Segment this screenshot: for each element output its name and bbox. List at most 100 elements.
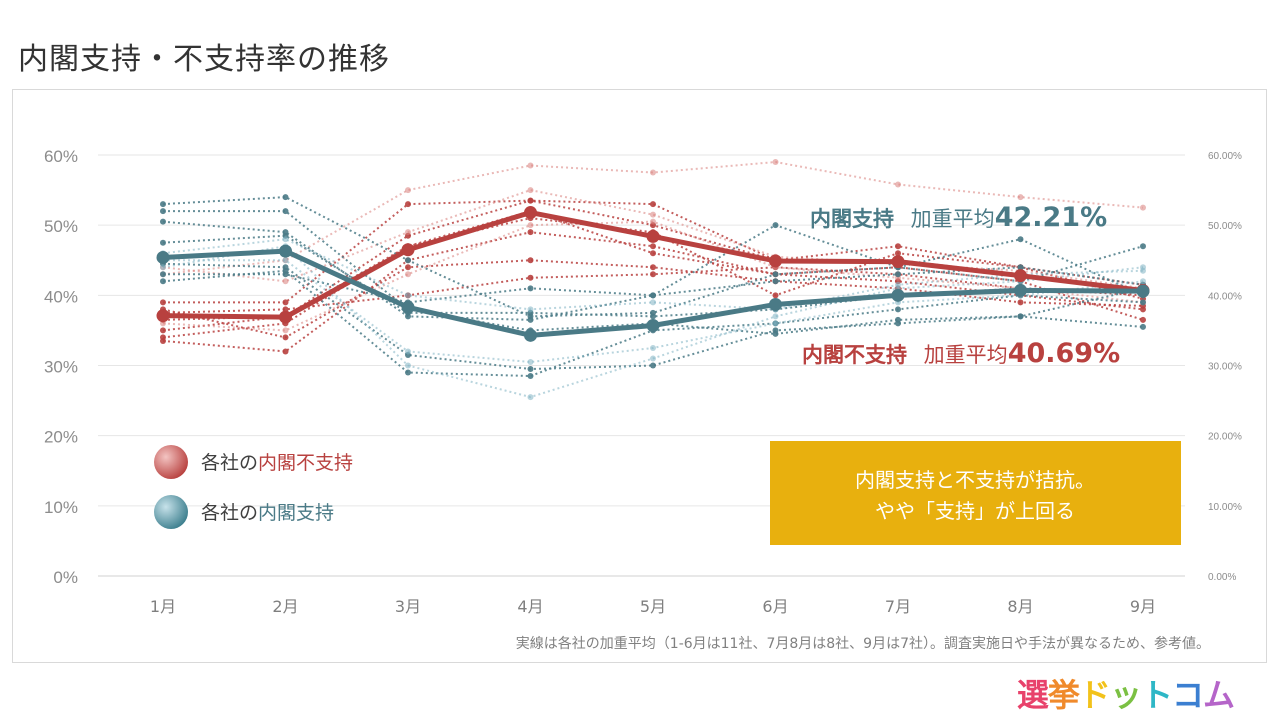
company-point — [1140, 316, 1146, 323]
company-point — [405, 362, 411, 369]
callout-box — [770, 441, 1181, 545]
company-point — [1140, 204, 1146, 211]
y-tick-label-right: 20.00% — [1208, 432, 1242, 443]
company-point — [405, 264, 411, 271]
company-point — [772, 292, 779, 299]
company-point — [405, 369, 411, 376]
company-point — [160, 271, 166, 278]
disapproval-average-label-value: 40.69% — [1008, 338, 1120, 369]
company-point — [282, 236, 289, 243]
company-point — [772, 278, 779, 285]
company-point — [160, 208, 166, 215]
company-point — [405, 292, 411, 299]
company-point — [772, 313, 779, 320]
company-point — [650, 264, 656, 271]
logo-letter: ト — [1140, 676, 1173, 714]
company-point — [160, 264, 166, 271]
footnote: 実線は各社の加重平均（1-6月は11社、7月8月は8社、9月は7社）。調査実施日… — [516, 635, 1210, 652]
company-point — [527, 306, 534, 313]
y-tick-label-left: 50% — [44, 217, 78, 236]
company-point — [650, 201, 656, 208]
company-point — [282, 348, 289, 355]
x-tick-label: 1月 — [150, 597, 176, 616]
company-point — [895, 250, 901, 257]
x-tick-label: 4月 — [517, 597, 543, 616]
y-tick-label-left: 10% — [44, 498, 78, 517]
x-tick-label: 5月 — [640, 597, 666, 616]
average-point-disapproval — [156, 309, 170, 323]
company-point — [772, 222, 779, 229]
average-point-disapproval — [401, 243, 415, 257]
company-point — [895, 320, 901, 327]
y-tick-label-right: 40.00% — [1208, 291, 1242, 302]
average-point-disapproval — [891, 255, 905, 269]
company-series-line — [162, 262, 1144, 371]
company-series-line — [163, 199, 1144, 304]
company-point — [650, 355, 656, 362]
company-point — [527, 285, 534, 292]
average-point-disapproval — [279, 310, 292, 324]
average-point-support — [769, 297, 782, 311]
x-tick-label: 9月 — [1130, 597, 1156, 616]
company-point — [650, 271, 656, 278]
company-series-line — [162, 259, 1144, 339]
company-point — [650, 211, 656, 218]
company-point — [1140, 323, 1146, 330]
site-logo: 選挙ドットコム — [1017, 670, 1235, 716]
logo-letter: 挙 — [1047, 676, 1080, 714]
company-point — [282, 299, 289, 306]
company-point — [1017, 194, 1024, 201]
company-point — [650, 313, 656, 320]
company-point — [282, 334, 289, 341]
company-point — [160, 218, 166, 225]
company-point — [650, 169, 656, 176]
company-point — [282, 208, 289, 215]
support-average-label-title: 内閣支持 — [810, 207, 894, 231]
company-point — [282, 327, 289, 334]
company-point — [405, 229, 411, 236]
company-point — [527, 197, 534, 204]
company-point — [405, 187, 411, 194]
average-point-support — [1014, 283, 1027, 297]
company-point — [1017, 264, 1024, 271]
company-point — [772, 271, 779, 278]
company-point — [527, 257, 534, 264]
company-point — [895, 306, 901, 313]
company-point — [160, 239, 166, 246]
company-point — [650, 292, 656, 299]
company-point — [282, 194, 289, 201]
company-point — [160, 299, 166, 306]
average-point-support — [891, 288, 905, 302]
x-tick-label: 7月 — [885, 597, 911, 616]
legend-swatch-disapproval — [154, 445, 188, 479]
company-point — [282, 267, 289, 274]
logo-letter: ッ — [1109, 676, 1142, 714]
company-point — [1140, 243, 1146, 250]
legend-swatch-support — [154, 495, 188, 529]
company-point — [527, 222, 534, 229]
company-point — [405, 271, 411, 278]
company-point — [1140, 267, 1146, 274]
company-point — [405, 201, 411, 208]
company-point — [650, 243, 656, 250]
disapproval-average-label-title: 内閣不支持 — [802, 343, 907, 367]
company-point — [527, 162, 534, 169]
company-point — [650, 218, 656, 225]
company-point — [527, 394, 534, 401]
y-tick-label-left: 60% — [44, 147, 78, 166]
chart-frame — [12, 89, 1267, 663]
average-point-disapproval — [524, 206, 537, 220]
x-tick-label: 2月 — [272, 597, 298, 616]
company-point — [527, 274, 534, 281]
company-point — [1017, 236, 1024, 243]
company-point — [1140, 299, 1146, 306]
support-average-label: 内閣支持 加重平均42.21% — [810, 202, 1107, 233]
average-point-disapproval — [646, 229, 660, 243]
logo-letter: ド — [1078, 676, 1111, 714]
y-tick-label-right: 10.00% — [1208, 502, 1242, 513]
company-point — [895, 271, 901, 278]
callout-line-2: やや「支持」が上回る — [875, 499, 1075, 523]
average-point-disapproval — [769, 254, 782, 268]
company-point — [282, 257, 289, 264]
